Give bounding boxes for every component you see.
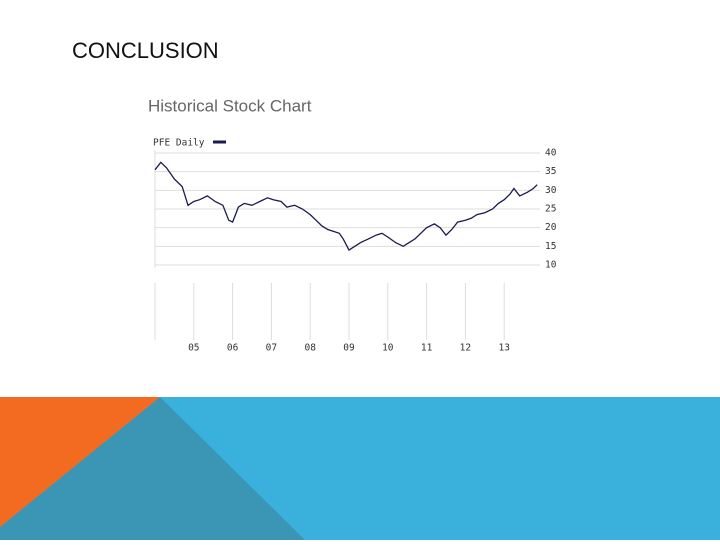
decor-triangle xyxy=(0,397,305,540)
x-tick-label: 10 xyxy=(382,343,394,354)
decor-triangle xyxy=(0,397,160,527)
price-line xyxy=(154,161,538,252)
x-tick-label: 06 xyxy=(227,343,239,354)
x-tick-label: 07 xyxy=(266,343,277,354)
y-tick-label: 40 xyxy=(545,148,557,159)
y-tick-label: 20 xyxy=(545,222,557,233)
chart-title: Historical Stock Chart xyxy=(148,96,312,115)
x-tick-label: 05 xyxy=(188,343,199,354)
x-tick-label: 12 xyxy=(460,343,471,354)
y-tick-label: 35 xyxy=(545,166,556,177)
y-tick-label: 10 xyxy=(545,260,557,271)
slide-title: CONCLUSION xyxy=(72,38,219,63)
y-tick-label: 15 xyxy=(545,241,556,252)
legend-label: PFE Daily xyxy=(153,138,205,149)
x-tick-label: 13 xyxy=(498,343,509,354)
x-tick-label: 08 xyxy=(304,343,316,354)
x-tick-label: 11 xyxy=(421,343,433,354)
x-tick-label: 09 xyxy=(343,343,355,354)
y-tick-label: 30 xyxy=(545,185,557,196)
y-tick-label: 25 xyxy=(545,204,556,215)
